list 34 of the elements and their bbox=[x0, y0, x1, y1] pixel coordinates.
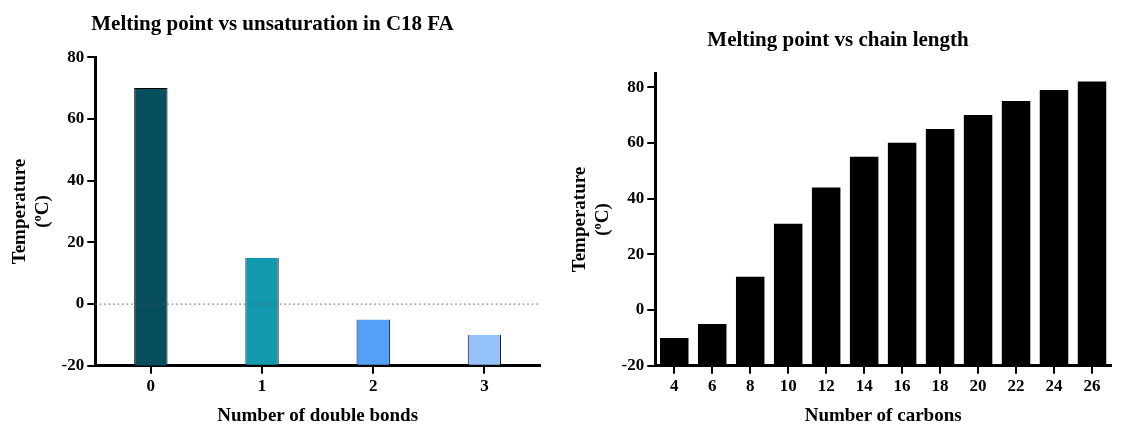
x-tick-label: 26 bbox=[1083, 376, 1101, 396]
y-tick-label: 80 bbox=[627, 76, 645, 96]
x-tick-label: 18 bbox=[931, 376, 949, 396]
y-tick-label: 60 bbox=[627, 132, 645, 152]
y-tick-label: 60 bbox=[67, 108, 85, 128]
x-tick-label: 10 bbox=[779, 376, 797, 396]
x-tick-label: 8 bbox=[745, 376, 755, 396]
x-tick-label: 0 bbox=[146, 376, 156, 396]
x-axis-title: Number of double bonds bbox=[217, 403, 419, 425]
chart-title: Melting point vs chain length bbox=[707, 27, 969, 52]
y-tick-label: 0 bbox=[75, 293, 85, 313]
x-tick-label: 6 bbox=[707, 376, 717, 396]
x-tick-label: 4 bbox=[670, 376, 679, 396]
x-tick-label: 3 bbox=[480, 376, 489, 396]
x-tick-label: 1 bbox=[257, 376, 267, 396]
x-tick-label: 22 bbox=[1007, 376, 1025, 396]
y-tick-label: 40 bbox=[67, 170, 85, 190]
y-tick-label: -20 bbox=[61, 355, 85, 375]
y-tick-label: 20 bbox=[67, 231, 85, 251]
y-tick-label: -20 bbox=[621, 355, 645, 375]
x-axis-title: Number of carbons bbox=[804, 403, 962, 425]
x-tick-label: 12 bbox=[817, 376, 835, 396]
y-axis-title: Temperature (ºC) bbox=[8, 158, 54, 265]
x-tick-label: 24 bbox=[1045, 376, 1064, 396]
y-tick-label: 0 bbox=[635, 299, 645, 319]
y-tick-label: 20 bbox=[627, 243, 645, 263]
x-tick-label: 2 bbox=[368, 376, 378, 396]
x-tick-label: 20 bbox=[969, 376, 987, 396]
y-tick-label: 40 bbox=[627, 187, 645, 207]
y-tick-label: 80 bbox=[67, 46, 85, 66]
x-tick-label: 14 bbox=[855, 376, 874, 396]
x-tick-label: 16 bbox=[893, 376, 911, 396]
chart-title: Melting point vs unsaturation in C18 FA bbox=[91, 11, 455, 36]
y-axis-title: Temperature (ºC) bbox=[568, 166, 614, 273]
